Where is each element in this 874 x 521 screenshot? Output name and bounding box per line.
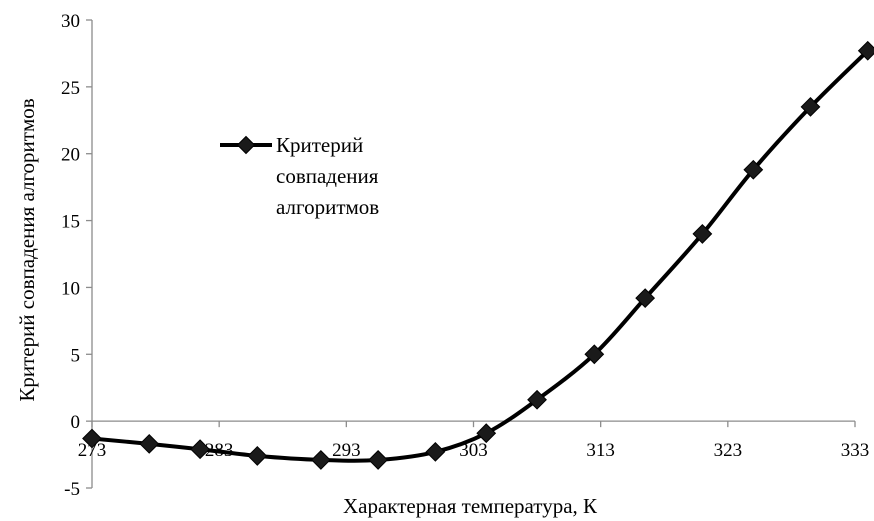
y-tick-label: 5 <box>71 345 81 366</box>
y-tick-label: 30 <box>61 11 80 32</box>
series-line <box>91 49 870 463</box>
data-point <box>247 446 268 466</box>
legend-label-line-1: Критерий <box>276 133 363 157</box>
y-tick-label: 0 <box>71 412 81 433</box>
data-point <box>527 389 547 410</box>
data-point <box>190 439 210 460</box>
y-tick-label: 20 <box>61 145 80 166</box>
series-layer <box>82 40 874 470</box>
data-point <box>139 434 160 454</box>
x-tick-label: 303 <box>459 440 488 461</box>
x-tick-label: 323 <box>714 440 743 461</box>
x-tick-label: 273 <box>78 440 107 461</box>
legend-label-line-2: совпадения <box>276 164 379 188</box>
y-tick-label: 15 <box>61 212 80 233</box>
x-tick-label: 313 <box>586 440 615 461</box>
data-point <box>368 450 389 470</box>
y-axis-title: Критерий совпадения алгоритмов <box>15 98 39 401</box>
data-point <box>476 423 497 444</box>
x-axis-title: Характерная температура, К <box>343 494 598 518</box>
y-tick-label: -5 <box>64 479 80 500</box>
data-point <box>800 97 821 117</box>
data-point <box>425 441 446 462</box>
data-point <box>857 40 874 61</box>
data-point <box>584 344 605 365</box>
data-point <box>82 428 102 449</box>
legend-label-line-3: алгоритмов <box>276 195 379 219</box>
data-point <box>692 224 713 244</box>
y-tick-label: 10 <box>61 278 80 299</box>
data-point <box>635 288 656 308</box>
x-tick-label: 293 <box>332 440 361 461</box>
x-tick-label: 333 <box>841 440 870 461</box>
data-point <box>310 450 331 470</box>
axes <box>86 19 856 489</box>
y-tick-label: 25 <box>61 78 80 99</box>
legend-marker <box>236 135 256 155</box>
legend: Критерий совпадения алгоритмов <box>220 133 379 219</box>
data-point <box>743 159 764 180</box>
